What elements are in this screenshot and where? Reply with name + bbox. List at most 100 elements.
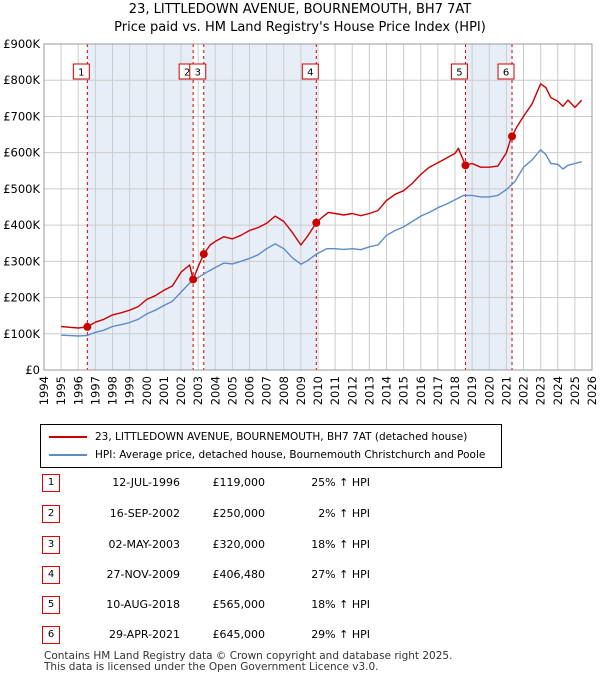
legend: 23, LITTLEDOWN AVENUE, BOURNEMOUTH, BH7 … [40,424,502,468]
x-tick-label: 2017 [431,376,445,405]
x-tick-label: 2020 [482,376,496,405]
transaction-price: £645,000 [212,628,266,641]
y-tick-label: £900K [3,37,40,51]
ownership-band [465,44,513,370]
x-tick-label: 2014 [380,376,394,405]
y-tick-label: £600K [3,146,40,160]
x-tick-label: 2018 [448,376,462,405]
legend-hpi-label: HPI: Average price, detached house, Bour… [95,449,486,461]
y-tick-label: £400K [3,218,40,232]
x-tick-label: 2023 [534,376,548,405]
sale-number-label: 1 [78,68,84,79]
sale-point [508,132,517,141]
sale-number-label: 5 [456,68,462,79]
ownership-band [203,44,317,370]
x-tick-label: 2005 [225,376,239,405]
y-tick-label: £500K [3,182,40,196]
sale-point [461,161,470,170]
hpi-line-icon [49,454,87,456]
price-chart: £0 £100K £200K £300K £400K £500K £600K £700K £80… [3,37,599,405]
transaction-row: 3 02-MAY-2003 £320,000 18% ↑ HPI [0,536,600,556]
x-tick-label: 2006 [243,376,257,405]
x-tick-label: 2021 [499,376,513,405]
sale-number-box [497,63,515,80]
x-tick-label: 2026 [585,376,599,405]
chart-subtitle: Price paid vs. HM Land Registry's House … [114,20,486,35]
x-tick-label: 2024 [551,376,565,405]
footer-copyright: Contains HM Land Registry data © Crown c… [44,650,453,662]
sale-number-label: 4 [307,68,313,79]
x-tick-label: 1999 [123,376,137,405]
sale-number-label: 3 [195,68,201,79]
x-tick-label: 2008 [277,376,291,405]
x-tick-label: 2022 [517,376,531,405]
x-tick-label: 2003 [191,376,205,405]
x-tick-label: 2025 [568,376,582,405]
transaction-hpi: 18% ↑ HPI [311,598,370,611]
x-tick-label: 2010 [311,376,325,405]
transaction-date: 16-SEP-2002 [109,507,180,520]
transaction-price: £119,000 [212,476,266,489]
y-tick-label: £800K [3,73,40,87]
sale-point [189,275,198,284]
x-tick-label: 2000 [140,376,154,405]
legend-item-hpi: HPI: Average price, detached house, Bour… [41,447,485,463]
legend-property-label: 23, LITTLEDOWN AVENUE, BOURNEMOUTH, BH7 … [95,431,468,443]
transaction-row: 1 12-JUL-1996 £119,000 25% ↑ HPI [0,474,600,494]
x-tick-label: 2013 [362,376,376,405]
transaction-date: 29-APR-2021 [108,628,180,641]
x-tick-label: 1994 [37,376,51,405]
transaction-row: 2 16-SEP-2002 £250,000 2% ↑ HPI [0,505,600,525]
x-tick-label: 2001 [157,376,171,405]
transaction-date: 10-AUG-2018 [106,598,180,611]
x-tick-label: 2015 [397,376,411,405]
sale-number-label: 2 [184,68,190,79]
x-tick-label: 2009 [294,376,308,405]
y-tick-label: £300K [3,254,40,268]
transaction-number: 4 [42,566,60,584]
transaction-hpi: 29% ↑ HPI [311,628,370,641]
x-tick-label: 2016 [414,376,428,405]
transaction-row: 6 29-APR-2021 £645,000 29% ↑ HPI [0,626,600,646]
transaction-date: 12-JUL-1996 [112,476,180,489]
footer: Contains HM Land Registry data © Crown c… [44,651,452,673]
transaction-price: £406,480 [212,568,266,581]
x-tick-label: 2002 [174,376,188,405]
y-tick-label: £100K [3,327,40,341]
x-tick-label: 2019 [465,376,479,405]
x-tick-label: 1997 [88,376,102,405]
sale-number-box [301,63,319,80]
sale-point [199,250,208,259]
hpi-line [61,149,582,337]
sale-point [312,218,321,227]
y-tick-label: £0 [25,363,40,377]
transaction-number: 6 [42,626,60,644]
sale-number-box [72,63,90,80]
x-tick-label: 2011 [328,376,342,405]
x-tick-label: 2007 [260,376,274,405]
transaction-hpi: 18% ↑ HPI [311,538,370,551]
transaction-number: 3 [42,536,60,554]
x-tick-label: 2004 [208,376,222,405]
transaction-hpi: 27% ↑ HPI [311,568,370,581]
sale-number-label: 6 [503,68,509,79]
property-line-icon [49,436,87,438]
footer-licence: This data is licensed under the Open Gov… [44,661,379,673]
sale-number-box [450,63,468,80]
transaction-price: £320,000 [212,538,266,551]
x-tick-label: 1995 [54,376,68,405]
sale-point [83,322,92,331]
transaction-price: £250,000 [212,507,266,520]
transaction-number: 5 [42,596,60,614]
transaction-price: £565,000 [212,598,266,611]
x-tick-label: 1998 [106,376,120,405]
plot-border [43,43,593,371]
transaction-hpi: 25% ↑ HPI [311,476,370,489]
sale-number-box [189,63,207,80]
transaction-date: 02-MAY-2003 [108,538,180,551]
transaction-number: 2 [42,505,60,523]
y-tick-label: £200K [3,291,40,305]
x-tick-label: 2012 [345,376,359,405]
y-tick-label: £700K [3,109,40,123]
legend-item-property: 23, LITTLEDOWN AVENUE, BOURNEMOUTH, BH7 … [41,429,467,445]
